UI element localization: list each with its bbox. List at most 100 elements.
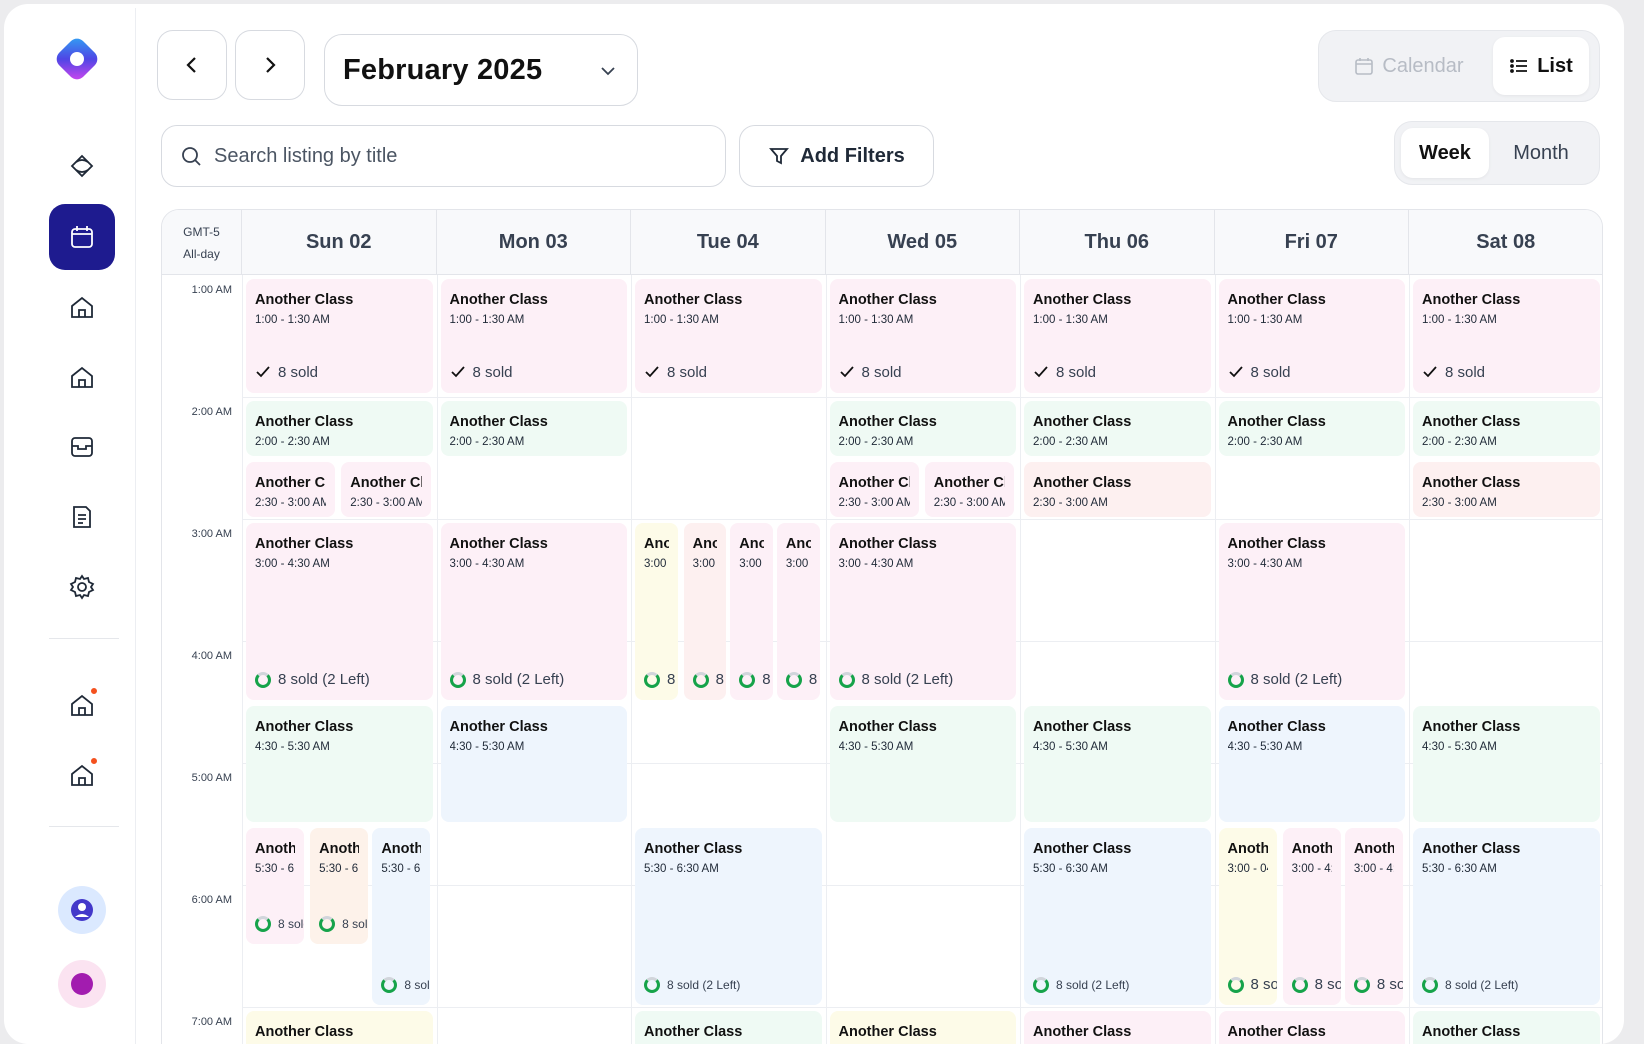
month-range-button[interactable]: Month [1489, 128, 1593, 178]
nav-inbox-icon[interactable] [49, 414, 115, 480]
event-time: 5:30 - 6:30 AM [319, 863, 359, 875]
event-card[interactable]: Another Class 5:30 - 6:30 AM 8 sold (2 Lef… [1413, 828, 1600, 1006]
calendar-grid: 1:00 AM 2:00 AM 3:00 AM 4:00 AM 5:00 AM 6:00 … [162, 275, 1602, 1044]
event-card[interactable]: Another Class 2:30 - 3:00 AM [341, 462, 431, 518]
event-card[interactable]: Another Class 4:30 - 5:30 AM [1218, 706, 1405, 823]
day-header[interactable]: Sat 08 [1409, 210, 1602, 275]
event-title: Another Class [1422, 841, 1521, 857]
event-card[interactable]: Another Class 2:30 - 3:00 AM [1413, 462, 1600, 518]
prev-month-button[interactable] [157, 30, 227, 100]
event-card[interactable]: Another Class 1:00 - 1:30 AM 8 sold [635, 279, 822, 393]
nav-home-notification-icon[interactable] [49, 672, 115, 738]
event-card[interactable]: Another Class 3:00 - 4:30 AM 8 sold (2 Lef… [635, 523, 678, 701]
event-card[interactable]: Another Class 2:00 - 2:30 AM [246, 401, 433, 457]
event-status-label: 8 sold (2 Left) [278, 917, 304, 932]
day-header[interactable]: Fri 07 [1215, 210, 1409, 275]
event-card[interactable]: Another Class 4:30 - 5:30 AM [246, 706, 433, 823]
event-card[interactable]: Another Class 5:30 - 6:30 AM 8 sold (2 Lef… [1024, 828, 1211, 1006]
event-card[interactable]: Another Class 2:30 - 3:00 AM [246, 462, 336, 518]
event-card[interactable]: Another Class 1:00 - 1:30 AM 8 sold [1024, 279, 1211, 393]
event-card[interactable]: Another Class 3:00 - 4:30 AM 8 sold (2 Lef… [776, 523, 820, 701]
event-card[interactable]: Another Class 4:30 - 5:30 AM [1024, 706, 1211, 823]
nav-settings-icon[interactable] [49, 554, 115, 620]
event-card[interactable]: Another Class 3:00 - 4:30 AM 8 sold (2 Lef… [829, 523, 1016, 701]
event-card[interactable]: Another Class 3:00 - 4:30 AM 8 sold (2 Lef… [730, 523, 773, 701]
week-range-button[interactable]: Week [1401, 128, 1489, 178]
event-card[interactable]: Another Class 3:00 - 4:30 AM 8 sold (2 Lef… [683, 523, 727, 701]
event-time: 4:30 - 5:30 AM [1227, 741, 1303, 753]
event-card[interactable]: Another Class [635, 1011, 822, 1044]
event-card[interactable]: Another Class 3:00 - 4:30 AM 8 sold (2 Lef… [440, 523, 627, 701]
event-card[interactable]: Another Class 2:30 - 3:00 AM [924, 462, 1014, 518]
nav-calendar-icon[interactable] [49, 204, 115, 270]
event-time: 3:00 - 4:30 AM [692, 558, 718, 570]
nav-document-icon[interactable] [49, 484, 115, 550]
event-card[interactable]: Another Class 5:30 - 6:30 AM 8 sold (2 Lef… [246, 828, 305, 945]
app-logo-icon[interactable] [52, 34, 102, 84]
capacity-ring-icon [381, 977, 398, 994]
nav-sync-icon[interactable] [49, 133, 115, 199]
event-card[interactable]: Another Class 3:00 - 04:30 AM 8 sold (2 Le… [1218, 828, 1277, 1006]
day-header[interactable]: Tue 04 [631, 210, 826, 275]
day-header[interactable]: Mon 03 [437, 210, 631, 275]
filter-icon [769, 148, 790, 165]
event-card[interactable]: Another Class 2:00 - 2:30 AM [829, 401, 1016, 457]
event-status-label: 8 sold [278, 363, 319, 381]
next-month-button[interactable] [235, 30, 305, 100]
check-icon [256, 366, 270, 378]
calendar-view-button[interactable]: Calendar [1325, 37, 1493, 95]
event-card[interactable]: Another Class 1:00 - 1:30 AM 8 sold [829, 279, 1016, 393]
event-card[interactable]: Another Class 2:00 - 2:30 AM [440, 401, 627, 457]
event-card[interactable]: Another Class 3:00 - 4:30 AM 8 sold (2 Lef… [246, 523, 433, 701]
event-card[interactable]: Another Class [246, 1011, 433, 1044]
search-box[interactable] [161, 125, 726, 187]
event-card[interactable]: Another Class [1218, 1011, 1405, 1044]
event-card[interactable]: Another Class 1:00 - 1:30 AM 8 sold [1413, 279, 1600, 393]
event-status-label: 8 sold (2 Left) [1445, 978, 1519, 993]
event-card[interactable]: Another Class 2:00 - 2:30 AM [1024, 401, 1211, 457]
event-card[interactable]: Another Class 1:00 - 1:30 AM 8 sold [440, 279, 627, 393]
month-selector[interactable]: February 2025 [324, 34, 638, 106]
nav-home-icon-2[interactable] [49, 344, 115, 410]
event-card[interactable]: Another Class 3:00 - 4:30 AM 8 sold (2 Lef… [1282, 828, 1341, 1006]
event-card[interactable]: Another Class 2:00 - 2:30 AM [1218, 401, 1405, 457]
event-card[interactable]: Another Class 3:00 - 4:30 AM 8 sold (2 Lef… [1218, 523, 1405, 701]
event-card[interactable]: Another Class 5:30 - 6:30 AM 8 sold (2 Lef… [372, 828, 431, 1006]
add-filters-button[interactable]: Add Filters [739, 125, 934, 187]
event-time: 2:30 - 3:00 AM [255, 497, 327, 509]
event-status: 8 sold [255, 364, 318, 381]
sidebar-divider [49, 826, 119, 827]
nav-home-icon[interactable] [49, 274, 115, 340]
event-card[interactable]: Another Class 3:00 - 4:30 AM 8 sold (2 Lef… [1344, 828, 1403, 1006]
event-card[interactable]: Another Class 5:30 - 6:30 AM 8 sold (2 Lef… [310, 828, 369, 945]
capacity-ring-icon [319, 916, 336, 933]
event-card[interactable]: Another Class 2:00 - 2:30 AM [1413, 401, 1600, 457]
event-card[interactable]: Another Class 5:30 - 6:30 AM 8 sold (2 Lef… [635, 828, 822, 1006]
event-status: 8 sold (2 Left) [838, 671, 953, 688]
user-avatar[interactable] [58, 886, 106, 934]
notification-dot [89, 756, 99, 766]
event-time: 1:00 - 1:30 AM [838, 314, 914, 326]
search-input[interactable] [214, 144, 694, 168]
event-time: 2:00 - 2:30 AM [1227, 436, 1303, 448]
nav-home-notification-icon-2[interactable] [49, 742, 115, 808]
event-card[interactable]: Another Class 4:30 - 5:30 AM [1413, 706, 1600, 823]
event-card[interactable]: Another Class [1024, 1011, 1211, 1044]
event-card[interactable]: Another Class 2:30 - 3:00 AM [1024, 462, 1211, 518]
event-card[interactable]: Another Class 1:00 - 1:30 AM 8 sold [1218, 279, 1405, 393]
day-header[interactable]: Wed 05 [826, 210, 1020, 275]
event-title: Another Class [644, 1024, 743, 1040]
event-card[interactable]: Another Class 1:00 - 1:30 AM 8 sold [246, 279, 433, 393]
event-card[interactable]: Another Class 4:30 - 5:30 AM [829, 706, 1016, 823]
event-card[interactable]: Another Class 2:30 - 3:00 AM [829, 462, 919, 518]
event-title: Another Class [838, 536, 937, 552]
list-view-button[interactable]: List [1493, 37, 1589, 95]
day-header[interactable]: Thu 06 [1020, 210, 1215, 275]
event-time: 2:30 - 3:00 AM [933, 497, 1005, 509]
event-card[interactable]: Another Class [829, 1011, 1016, 1044]
day-header[interactable]: Sun 02 [242, 210, 437, 275]
event-status-label: 8 sold [472, 363, 513, 381]
event-card[interactable]: Another Class 4:30 - 5:30 AM [440, 706, 627, 823]
user-avatar-2[interactable] [58, 960, 106, 1008]
event-card[interactable]: Another Class [1413, 1011, 1600, 1044]
